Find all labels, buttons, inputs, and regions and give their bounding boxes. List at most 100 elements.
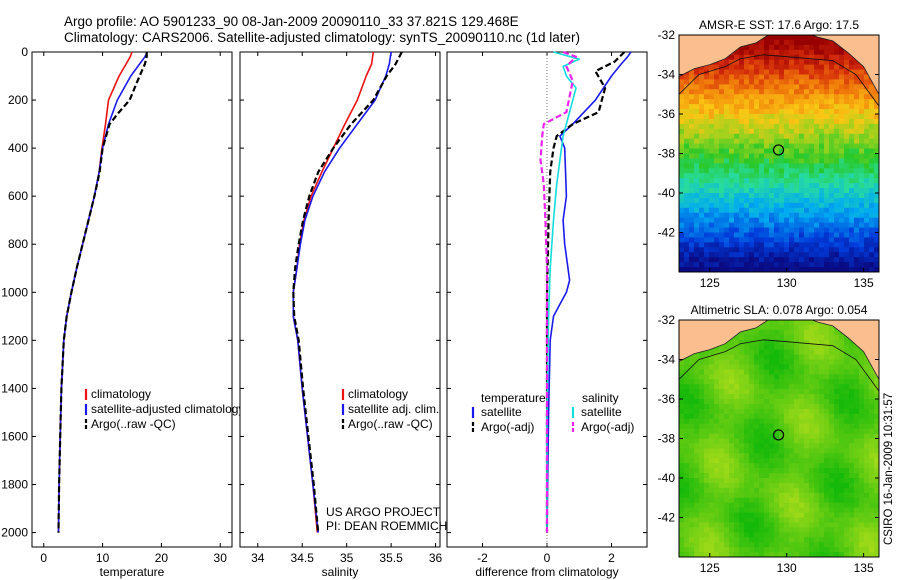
- heatmap-cell: [824, 408, 830, 415]
- heatmap-cell: [789, 482, 795, 489]
- heatmap-cell: [699, 193, 705, 199]
- heatmap-cell: [779, 517, 785, 524]
- heatmap-cell: [849, 482, 855, 489]
- heatmap-cell: [779, 163, 785, 169]
- heatmap-cell: [749, 433, 755, 440]
- heatmap-cell: [859, 478, 865, 484]
- heatmap-cell: [814, 237, 820, 243]
- heatmap-cell: [679, 468, 685, 474]
- heatmap-cell: [694, 458, 700, 464]
- heatmap-cell: [734, 104, 740, 110]
- heatmap-cell: [744, 384, 750, 390]
- heatmap-cell: [749, 334, 755, 341]
- heatmap-cell: [799, 193, 805, 199]
- heatmap-cell: [829, 433, 835, 440]
- heatmap-cell: [794, 222, 800, 229]
- heatmap-cell: [804, 89, 810, 95]
- heatmap-cell: [874, 242, 879, 248]
- heatmap-cell: [854, 178, 860, 184]
- heatmap-cell: [804, 552, 810, 557]
- heatmap-cell: [804, 59, 810, 66]
- heatmap-cell: [694, 94, 700, 100]
- heatmap-cell: [749, 497, 755, 504]
- heatmap-cell: [794, 64, 800, 71]
- heatmap-cell: [769, 458, 775, 464]
- heatmap-cell: [819, 59, 825, 66]
- heatmap-cell: [759, 232, 765, 239]
- heatmap-cell: [859, 123, 865, 130]
- heatmap-cell: [729, 512, 735, 519]
- heatmap-cell: [709, 207, 715, 214]
- heatmap-cell: [759, 252, 765, 258]
- heatmap-cell: [849, 202, 855, 209]
- heatmap-cell: [684, 369, 690, 375]
- heatmap-cell: [684, 364, 690, 370]
- heatmap-cell: [719, 443, 725, 449]
- heatmap-cell: [709, 413, 715, 420]
- heatmap-cell: [679, 399, 685, 405]
- heatmap-cell: [714, 123, 720, 130]
- heatmap-cell: [874, 183, 879, 189]
- heatmap-cell: [799, 418, 805, 425]
- heatmap-cell: [849, 133, 855, 140]
- heatmap-cell: [799, 44, 805, 51]
- heatmap-cell: [689, 173, 695, 179]
- heatmap-cell: [754, 423, 760, 430]
- heatmap-cell: [684, 497, 690, 504]
- heatmap-cell: [789, 247, 795, 253]
- heatmap-cell: [754, 532, 760, 538]
- heatmap-cell: [809, 537, 815, 543]
- heatmap-cell: [744, 344, 750, 351]
- heatmap-cell: [709, 69, 715, 76]
- heatmap-cell: [789, 453, 795, 459]
- heatmap-cell: [689, 128, 695, 135]
- heatmap-cell: [819, 232, 825, 239]
- heatmap-cell: [729, 123, 735, 130]
- heatmap-cell: [739, 183, 745, 189]
- heatmap-cell: [789, 69, 795, 76]
- heatmap-cell: [759, 443, 765, 449]
- heatmap-cell: [774, 334, 780, 341]
- heatmap-cell: [839, 547, 845, 553]
- heatmap-cell: [829, 389, 835, 395]
- heatmap-cell: [824, 173, 830, 179]
- heatmap-cell: [724, 232, 730, 239]
- heatmap-cell: [719, 232, 725, 239]
- heatmap-cell: [754, 138, 760, 145]
- heatmap-cell: [864, 94, 870, 100]
- heatmap-cell: [809, 168, 815, 174]
- heatmap-cell: [759, 487, 765, 494]
- heatmap-cell: [769, 324, 775, 331]
- heatmap-cell: [819, 468, 825, 474]
- heatmap-cell: [784, 384, 790, 390]
- heatmap-cell: [759, 74, 765, 81]
- heatmap-cell: [839, 399, 845, 405]
- heatmap-cell: [699, 267, 705, 272]
- heatmap-cell: [769, 173, 775, 179]
- heatmap-cell: [814, 222, 820, 229]
- heatmap-cell: [834, 413, 840, 420]
- heatmap-cell: [854, 542, 860, 548]
- heatmap-cell: [829, 193, 835, 199]
- heatmap-cell: [754, 542, 760, 548]
- heatmap-cell: [874, 547, 879, 553]
- heatmap-cell: [869, 379, 875, 385]
- heatmap-cell: [749, 482, 755, 489]
- heatmap-cell: [739, 202, 745, 209]
- heatmap-cell: [784, 39, 790, 46]
- heatmap-cell: [834, 487, 840, 494]
- heatmap-cell: [819, 163, 825, 169]
- heatmap-cell: [859, 158, 865, 164]
- heatmap-cell: [819, 413, 825, 420]
- heatmap-cell: [864, 473, 870, 479]
- heatmap-cell: [699, 448, 705, 454]
- heatmap-cell: [779, 468, 785, 474]
- heatmap-cell: [704, 183, 710, 189]
- heatmap-cell: [764, 267, 770, 272]
- heatmap-cell: [854, 84, 860, 90]
- heatmap-cell: [829, 403, 835, 410]
- heatmap-cell: [694, 542, 700, 548]
- heatmap-cell: [849, 512, 855, 519]
- heatmap-cell: [759, 133, 765, 140]
- heatmap-cell: [874, 168, 879, 174]
